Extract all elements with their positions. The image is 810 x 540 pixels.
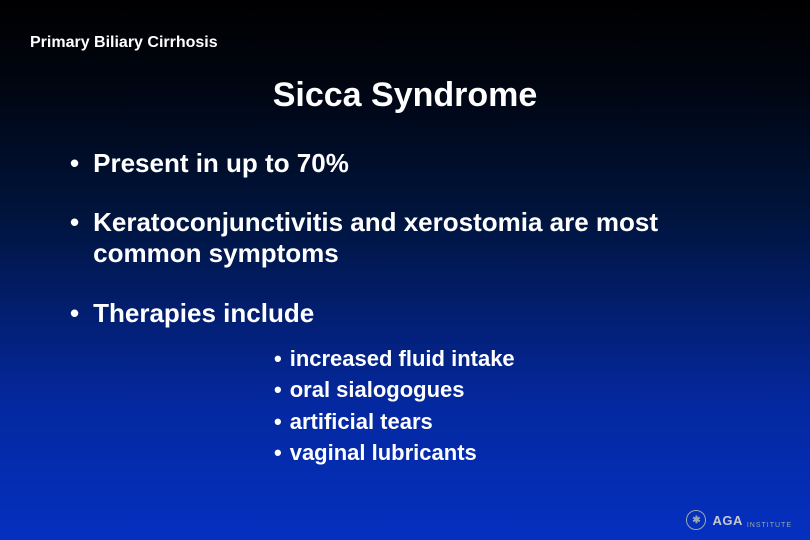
- bullet-marker-icon: •: [70, 298, 79, 329]
- bullet-marker-icon: •: [274, 439, 282, 467]
- sub-bullet-item: • vaginal lubricants: [274, 439, 770, 467]
- sub-bullet-text: oral sialogogues: [290, 376, 465, 404]
- footer-logo: ✱ AGA INSTITUTE: [686, 510, 792, 530]
- bullet-text: Keratoconjunctivitis and xerostomia are …: [93, 207, 770, 269]
- sub-bullet-item: • artificial tears: [274, 408, 770, 436]
- slide: Primary Biliary Cirrhosis Sicca Syndrome…: [0, 0, 810, 540]
- bullet-item: • Keratoconjunctivitis and xerostomia ar…: [70, 207, 770, 269]
- sub-bullet-item: • oral sialogogues: [274, 376, 770, 404]
- bullet-marker-icon: •: [274, 408, 282, 436]
- bullet-marker-icon: •: [274, 345, 282, 373]
- slide-title: Sicca Syndrome: [0, 76, 810, 115]
- bullet-item: • Therapies include: [70, 298, 770, 329]
- bullet-marker-icon: •: [70, 148, 79, 179]
- slide-header: Primary Biliary Cirrhosis: [30, 34, 218, 52]
- bullet-marker-icon: •: [70, 207, 79, 238]
- sub-bullet-text: vaginal lubricants: [290, 439, 477, 467]
- sub-bullet-list: • increased fluid intake • oral sialogog…: [274, 345, 770, 467]
- sub-bullet-item: • increased fluid intake: [274, 345, 770, 373]
- bullet-text: Therapies include: [93, 298, 314, 329]
- bullet-text: Present in up to 70%: [93, 148, 349, 179]
- logo-mark-icon: ✱: [686, 510, 706, 530]
- bullet-item: • Present in up to 70%: [70, 148, 770, 179]
- slide-content: • Present in up to 70% • Keratoconjuncti…: [70, 148, 770, 491]
- sub-bullet-text: artificial tears: [290, 408, 433, 436]
- sub-bullet-text: increased fluid intake: [290, 345, 515, 373]
- logo-subtext: INSTITUTE: [747, 522, 792, 530]
- logo-brand: AGA: [712, 513, 742, 528]
- bullet-marker-icon: •: [274, 376, 282, 404]
